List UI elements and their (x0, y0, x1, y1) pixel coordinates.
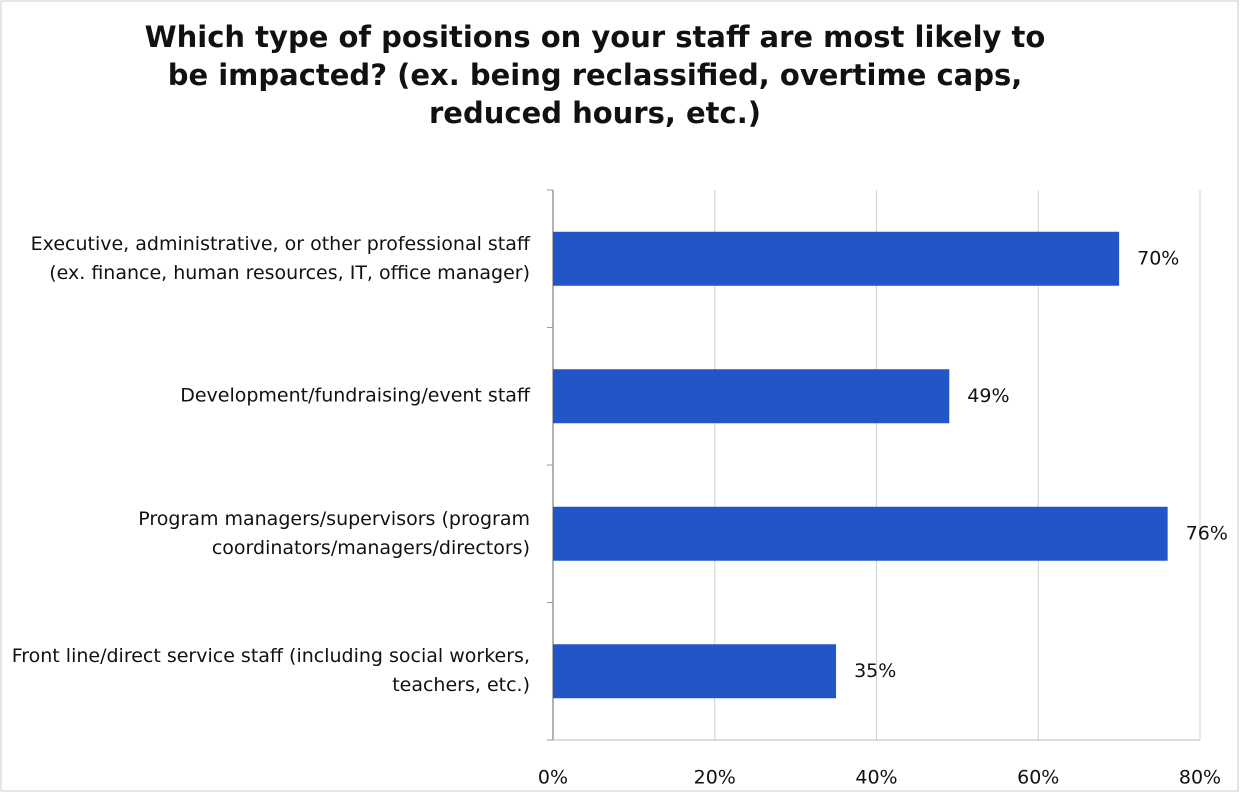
value-label: 70% (1137, 247, 1179, 269)
category-label: Front line/direct service staff (includi… (11, 645, 530, 697)
chart-title: Which type of positions on your staff ar… (144, 20, 1046, 130)
value-label: 35% (854, 660, 896, 682)
x-tick-label: 60% (1017, 767, 1059, 789)
category-label: Development/fundraising/event staff (180, 384, 530, 407)
bar (553, 644, 837, 699)
value-label: 76% (1186, 522, 1228, 544)
x-tick-label: 80% (1179, 767, 1221, 789)
x-tick-label: 40% (855, 767, 897, 789)
x-tick-label: 20% (694, 767, 736, 789)
category-label: Executive, administrative, or other prof… (30, 232, 530, 284)
bar (553, 231, 1120, 286)
bar (553, 369, 950, 424)
value-label: 49% (967, 385, 1009, 407)
category-label: Program managers/supervisors (program co… (138, 507, 530, 559)
x-tick-label: 0% (538, 767, 568, 789)
bar (553, 506, 1168, 561)
